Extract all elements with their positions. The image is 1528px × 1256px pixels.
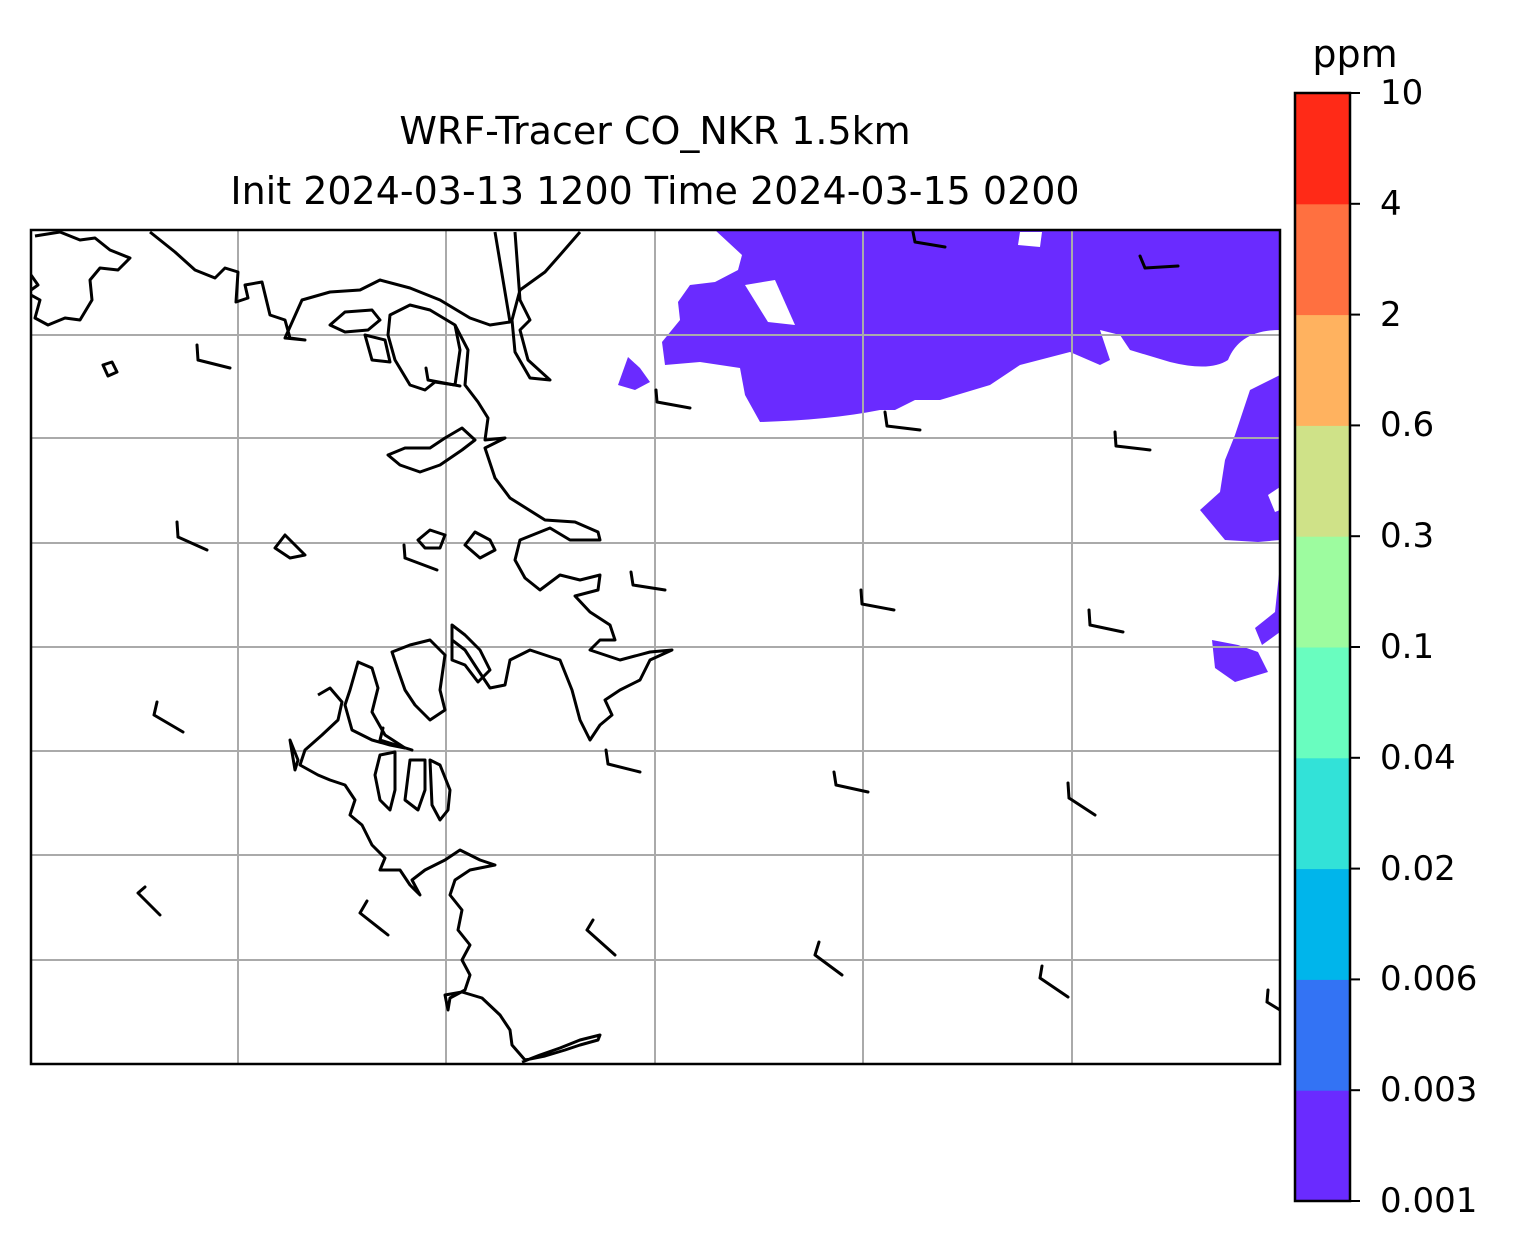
island: [403, 758, 427, 812]
colorbar-tick-label: 0.001: [1380, 1181, 1478, 1221]
colorbar-tick-label: 0.006: [1380, 959, 1478, 1000]
wind-barb: [358, 899, 390, 937]
island: [373, 750, 397, 812]
island: [328, 308, 382, 334]
wind-barb: [883, 410, 922, 432]
colorbar-tick-label: 0.003: [1380, 1070, 1478, 1111]
colorbar-tick-label: 0.04: [1380, 737, 1456, 778]
island: [390, 638, 447, 722]
colorbar-tick-label: 0.1: [1380, 627, 1435, 667]
wind-barb: [911, 230, 947, 249]
wind-barb: [402, 543, 439, 572]
colorbar-band: [1295, 868, 1350, 980]
wind-barb: [378, 726, 414, 752]
map-title-line-1: WRF-Tracer CO_NKR 1.5km: [399, 109, 911, 153]
colorbar-bands: [1295, 93, 1350, 1202]
colorbar-tick-label: 4: [1380, 183, 1402, 224]
coastline: [451, 324, 674, 742]
island: [288, 738, 300, 772]
colorbar-frame: [1293, 91, 1352, 1203]
coastline: [298, 686, 602, 1064]
wind-barb: [175, 520, 209, 552]
colorbar-band: [1295, 979, 1350, 1091]
coastline: [31, 274, 40, 292]
wind-barb: [629, 570, 667, 592]
colorbar-tick-label: 10: [1380, 73, 1424, 113]
colorbar-band: [1295, 425, 1350, 537]
island: [428, 758, 452, 822]
map-gridlines: [31, 230, 1280, 1064]
island: [363, 333, 392, 364]
colorbar-band: [1295, 314, 1350, 426]
wind-barbs: [136, 230, 1280, 1012]
colorbar-band: [1295, 203, 1350, 316]
wind-barb: [1038, 964, 1070, 999]
wind-barb: [1138, 254, 1180, 270]
island: [101, 360, 119, 378]
colorbar-tick-label: 2: [1380, 294, 1402, 335]
colorbar-tick-label: 0.3: [1380, 516, 1435, 557]
coastline: [450, 623, 492, 684]
colorbar-tick-label: 0.02: [1380, 848, 1456, 889]
island: [386, 426, 477, 474]
wind-barb: [859, 588, 896, 612]
coastline: [510, 231, 582, 382]
colorbar-tick-label: 0.6: [1380, 405, 1435, 446]
wind-barb: [195, 343, 232, 370]
colorbar-unit-label: ppm: [1312, 32, 1398, 76]
wind-barb: [832, 770, 870, 794]
colorbar-band: [1295, 647, 1350, 759]
wind-barb: [654, 388, 692, 410]
coastline: [149, 230, 512, 342]
colorbar-ticks: [1350, 92, 1360, 1202]
colorbar-band: [1295, 536, 1350, 648]
map-frame: [29, 228, 1282, 1066]
coastlines: [31, 230, 674, 1064]
wind-barb: [1066, 781, 1097, 817]
wind-barb: [604, 748, 642, 774]
wind-barb: [1113, 430, 1152, 452]
island: [273, 533, 307, 560]
wind-barb: [136, 885, 162, 917]
island: [416, 528, 447, 550]
wind-barb: [1087, 608, 1125, 634]
tracer-plume: [618, 230, 1280, 682]
island: [463, 530, 497, 560]
wind-barb: [424, 366, 462, 388]
wind-barb: [1265, 988, 1280, 1012]
coastline: [31, 230, 132, 327]
map-title-line-2: Init 2024-03-13 1200 Time 2024-03-15 020…: [230, 169, 1080, 213]
map-area: [31, 230, 1280, 1064]
colorbar-band: [1295, 93, 1350, 205]
wind-barb: [585, 918, 617, 957]
wind-barb: [152, 700, 185, 734]
colorbar-band: [1295, 757, 1350, 870]
colorbar-band: [1295, 1090, 1350, 1202]
wind-barb: [813, 940, 844, 977]
